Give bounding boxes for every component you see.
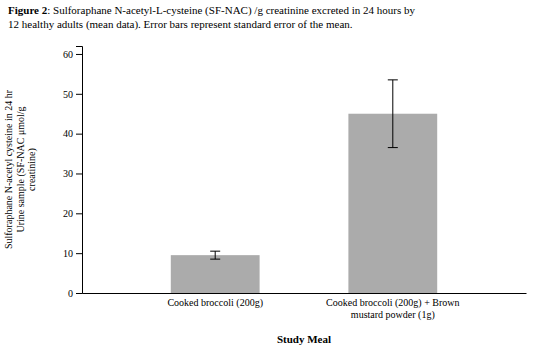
x-axis: Cooked broccoli (200g) Cooked broccoli (2…	[83, 294, 527, 321]
y-tick: 60	[63, 49, 82, 60]
x-tick-label: Cooked broccoli (200g) + Brownmustard po…	[326, 297, 459, 321]
x-axis-line	[83, 293, 527, 294]
x-tick: Cooked broccoli (200g) + Brownmustard po…	[326, 297, 459, 321]
x-tick: Cooked broccoli (200g)	[167, 297, 263, 309]
y-tick-label: 0	[68, 288, 73, 299]
plot: 0102030405060Cooked broccoli (200g)Cooke…	[63, 47, 527, 321]
y-tick: 30	[63, 168, 82, 179]
y-tick-mark	[76, 173, 82, 174]
error-cap	[210, 251, 220, 252]
subtitle: : Sulforaphane N-acetyl-L-cysteine (SF-N…	[8, 4, 415, 31]
marks	[171, 80, 437, 293]
y-tick-label: 40	[63, 128, 73, 139]
y-tick-label: 10	[63, 248, 73, 259]
y-axis-line	[76, 47, 83, 294]
y-tick: 10	[63, 248, 82, 259]
y-tick-label: 60	[63, 49, 73, 60]
error-bar	[392, 80, 393, 148]
x-axis-title: Study Meal	[277, 333, 331, 345]
error-cap	[210, 259, 220, 260]
chart-container: Figure 2: Sulforaphane N-acetyl-L-cystei…	[0, 0, 541, 351]
error-cap	[388, 79, 398, 80]
y-axis-title: Sulforaphane N-acetyl cysteine in 24 hrU…	[3, 89, 38, 249]
y-tick: 0	[68, 288, 82, 299]
y-tick-mark	[76, 94, 82, 95]
y-tick-label: 50	[63, 89, 73, 100]
x-tick-label: Cooked broccoli (200g)	[167, 297, 263, 309]
error-cap	[388, 147, 398, 148]
y-tick: 40	[63, 128, 82, 139]
y-tick-mark	[76, 293, 82, 294]
y-tick-mark	[76, 54, 82, 55]
y-tick-mark	[76, 213, 82, 214]
y-tick-mark	[76, 253, 82, 254]
y-tick-label: 20	[63, 208, 73, 219]
y-tick: 20	[63, 208, 82, 219]
y-tick: 50	[63, 89, 82, 100]
y-tick-label: 30	[63, 168, 73, 179]
chart-svg: Figure 2: Sulforaphane N-acetyl-L-cystei…	[0, 0, 541, 351]
y-tick-mark	[76, 134, 82, 135]
error-bar	[215, 251, 216, 259]
bar	[171, 255, 260, 293]
y-axis: 0 10 20 30 40 50 60	[63, 47, 83, 299]
title: Figure 2	[8, 4, 48, 16]
